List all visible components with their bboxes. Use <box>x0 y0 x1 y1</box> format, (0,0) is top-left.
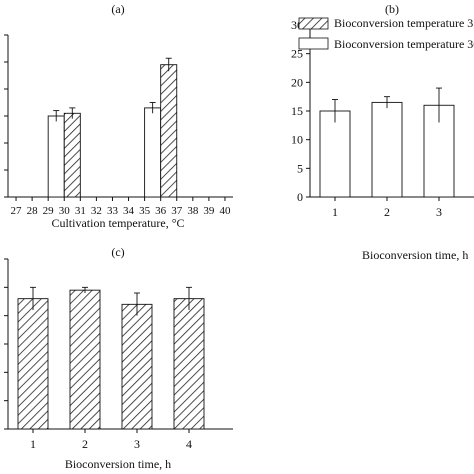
panel-a-x-tick-label: 33 <box>107 205 119 217</box>
panel-a-label: (a) <box>111 2 124 16</box>
panel-b-y-tick-label: 20 <box>291 75 303 89</box>
panel-c-xlabel: Bioconversion time, h <box>65 457 171 471</box>
panel-a-x-tick-label: 40 <box>219 205 231 217</box>
panel-b-x-tick-label: 3 <box>436 205 442 219</box>
panel-b-y-tick-label: 25 <box>291 47 303 61</box>
panel-a-x-tick-label: 32 <box>91 205 102 217</box>
panel-b-x-tick-label: 2 <box>384 205 390 219</box>
panel-b-xlabel: Bioconversion time, h <box>362 248 468 262</box>
panel-c-label: (c) <box>111 245 124 259</box>
panel-a-x-tick-label: 37 <box>171 205 183 217</box>
panel-b-legend: Bioconversion temperature 37 °C Bioconve… <box>298 16 474 51</box>
panel-a-plot: 27 28 29 30 31 32 33 34 35 36 37 38 39 40 <box>4 34 233 217</box>
panel-c-x-tick-label: 2 <box>82 437 88 451</box>
panel-b-x-tick-label: 1 <box>332 205 338 219</box>
panel-a-x-tick-label: 29 <box>43 205 55 217</box>
legend-open-swatch <box>298 37 329 50</box>
panel-a-bar <box>63 112 81 198</box>
panel-a-x-tick-label: 34 <box>123 205 135 217</box>
panel-a-x-tick-label: 38 <box>187 205 199 217</box>
panel-c-x-tick-label: 3 <box>134 437 140 451</box>
legend-hatched-swatch <box>298 17 329 30</box>
panel-a-x-tick-label: 35 <box>139 205 151 217</box>
panel-c-bar <box>69 289 101 430</box>
panel-a-x-tick-label: 31 <box>75 205 86 217</box>
panel-a-x-tick-label: 27 <box>11 205 23 217</box>
panel-b-y-tick-label: 5 <box>297 161 303 175</box>
panel-b-label: (b) <box>385 2 399 16</box>
panel-a-x-tick-label: 28 <box>27 205 39 217</box>
panel-b-bar <box>371 101 403 198</box>
panel-c-x-tick-label: 1 <box>30 437 36 451</box>
panel-c-x-tick-label: 4 <box>186 437 192 451</box>
panel-a-bar <box>144 107 162 198</box>
panel-a-xlabel: Cultivation temperature, °C <box>51 216 184 230</box>
legend-open-label: Bioconversion temperature 30 °C <box>334 37 474 51</box>
panel-c-bar <box>121 303 153 430</box>
panel-c: (c) 1 2 3 4 Bioconversion time, h <box>4 245 233 471</box>
panel-c-plot: 1 2 3 4 <box>4 258 233 451</box>
panel-a-x-tick-label: 36 <box>155 205 167 217</box>
panel-a-bar <box>47 115 65 198</box>
panel-a: (a) 27 28 29 30 31 32 33 34 35 36 37 38 39 40 Cultiva… <box>4 2 233 230</box>
panel-b-y-tick-label: 0 <box>297 190 303 204</box>
panel-a-x-tick-label: 39 <box>203 205 215 217</box>
panel-c-bar <box>17 298 49 430</box>
panel-b-bar <box>319 110 351 198</box>
legend-hatched-label: Bioconversion temperature 37 °C <box>334 16 474 30</box>
panel-a-bar <box>160 64 178 198</box>
panel-b-y-tick-label: 15 <box>291 104 303 118</box>
panel-c-bar <box>173 298 205 430</box>
panel-b-y-tick-label: 10 <box>291 133 303 147</box>
panel-a-x-tick-label: 30 <box>59 205 71 217</box>
